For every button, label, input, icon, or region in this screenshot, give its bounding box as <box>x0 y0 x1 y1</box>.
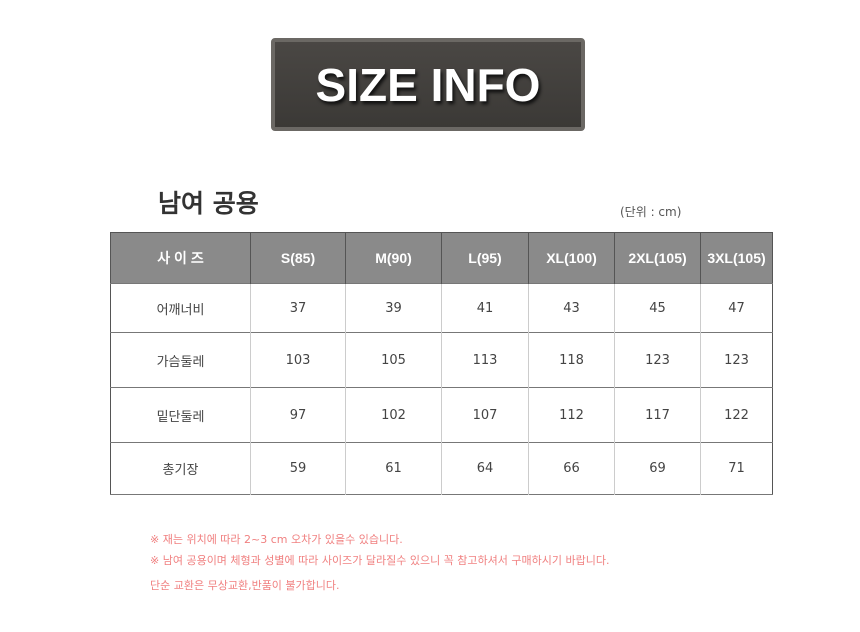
table-row: 가슴둘레 103 105 113 118 123 123 <box>110 332 773 388</box>
header-cell: S(85) <box>250 232 346 284</box>
header-cell: L(95) <box>441 232 529 284</box>
table-row: 총기장 59 61 64 66 69 71 <box>110 442 773 495</box>
header-cell: 3XL(105) <box>700 232 773 284</box>
size-table: 사 이 즈 S(85) M(90) L(95) XL(100) 2XL(105)… <box>110 232 773 495</box>
note-2: ※ 남여 공용이며 체형과 성별에 따라 사이즈가 달라질수 있으니 꼭 참고하… <box>150 554 610 567</box>
size-value: 37 <box>250 283 346 333</box>
size-value: 69 <box>614 442 701 495</box>
header-cell: 사 이 즈 <box>110 232 251 284</box>
row-label: 가슴둘레 <box>156 354 205 370</box>
banner-text: SIZE INFO <box>315 58 541 111</box>
size-value: 102 <box>345 387 442 443</box>
note-3: 단순 교환은 무상교환,반품이 불가합니다. <box>150 579 340 592</box>
header-cell: M(90) <box>345 232 442 284</box>
size-value: 123 <box>700 332 773 388</box>
size-value: 122 <box>700 387 773 443</box>
size-value: 123 <box>614 332 701 388</box>
row-label: 밑단둘레 <box>156 409 205 425</box>
size-value: 112 <box>528 387 615 443</box>
section-title: 남여 공용 <box>158 189 259 218</box>
table-header-row: 사 이 즈 S(85) M(90) L(95) XL(100) 2XL(105)… <box>110 232 773 284</box>
size-value: 71 <box>700 442 773 495</box>
size-value: 103 <box>250 332 346 388</box>
size-value: 66 <box>528 442 615 495</box>
row-label: 총기장 <box>162 463 199 478</box>
size-value: 45 <box>614 283 701 333</box>
size-info-banner: SIZE INFO <box>271 38 585 131</box>
table-row: 밑단둘레 97 102 107 112 117 122 <box>110 387 773 443</box>
size-value: 107 <box>441 387 529 443</box>
size-value: 117 <box>614 387 701 443</box>
size-value: 47 <box>700 283 773 333</box>
size-value: 39 <box>345 283 442 333</box>
size-value: 105 <box>345 332 442 388</box>
unit-label: (단위 : cm) <box>620 205 682 219</box>
size-value: 41 <box>441 283 529 333</box>
note-1: ※ 재는 위치에 따라 2~3 cm 오차가 있을수 있습니다. <box>150 533 403 546</box>
size-value: 113 <box>441 332 529 388</box>
row-label: 어깨너비 <box>156 302 205 318</box>
size-value: 59 <box>250 442 346 495</box>
size-value: 118 <box>528 332 615 388</box>
header-cell: 2XL(105) <box>614 232 701 284</box>
size-value: 64 <box>441 442 529 495</box>
size-value: 97 <box>250 387 346 443</box>
size-value: 43 <box>528 283 615 333</box>
size-value: 61 <box>345 442 442 495</box>
header-cell: XL(100) <box>528 232 615 284</box>
table-row: 어깨너비 37 39 41 43 45 47 <box>110 283 773 333</box>
